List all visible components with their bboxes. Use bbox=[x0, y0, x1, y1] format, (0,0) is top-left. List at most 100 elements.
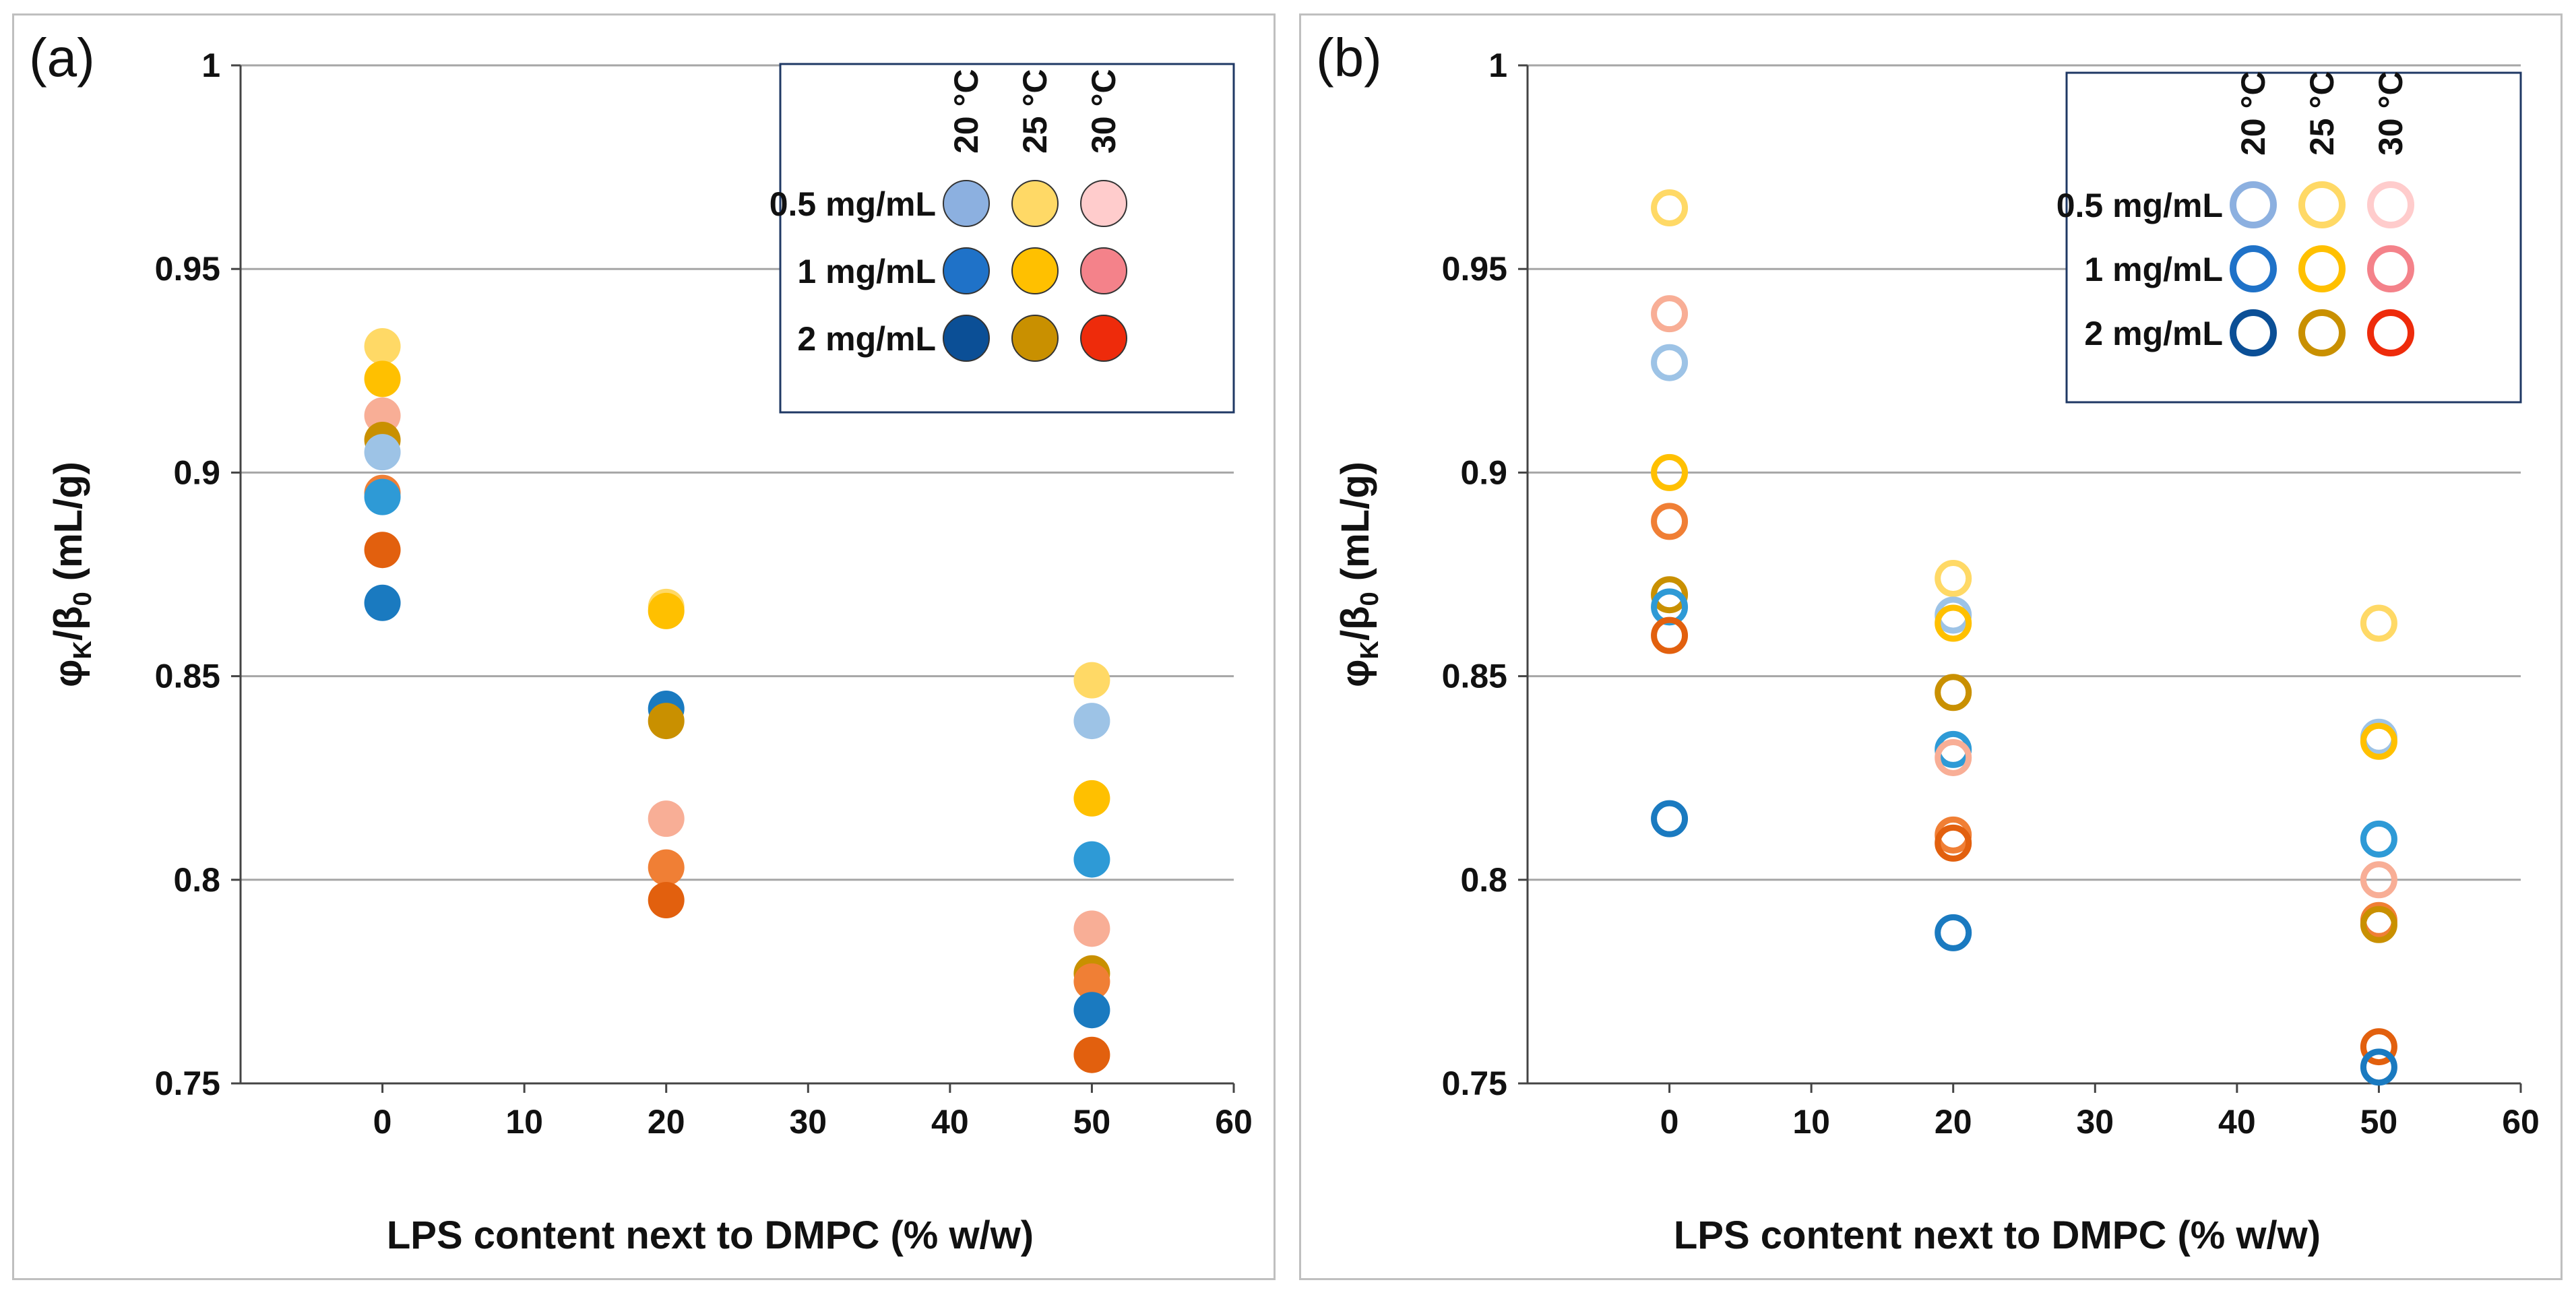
y-axis-title-part: φ bbox=[1333, 659, 1377, 687]
data-point bbox=[2360, 1048, 2397, 1086]
legend-column-header: 20 °C bbox=[947, 69, 985, 154]
legend-marker bbox=[943, 180, 990, 227]
x-tick-label: 20 bbox=[648, 1103, 685, 1141]
data-point bbox=[1073, 992, 1110, 1029]
y-axis-title-part: K bbox=[69, 640, 97, 659]
legend-marker bbox=[1080, 315, 1127, 362]
data-point bbox=[364, 434, 401, 471]
data-point bbox=[1651, 576, 1689, 614]
x-tick-label: 30 bbox=[789, 1103, 827, 1141]
data-point bbox=[1651, 616, 1689, 654]
panel-label: (a) bbox=[29, 28, 95, 88]
legend-marker bbox=[1080, 247, 1127, 294]
legend-marker bbox=[1011, 180, 1059, 227]
y-axis-title-part: K bbox=[1356, 640, 1384, 659]
legend-column-header: 20 °C bbox=[2234, 71, 2272, 156]
y-axis-title-part: 0 bbox=[69, 592, 97, 606]
data-point bbox=[1073, 703, 1110, 740]
chart-panel-b: 0.75 0.8 0.85 0.9 0.95 1 0 10 20 30 40 50 60 LPS cont… bbox=[1299, 13, 2563, 1280]
legend-marker bbox=[2298, 309, 2346, 356]
data-point bbox=[1935, 674, 1972, 711]
legend-row-label: 1 mg/mL bbox=[797, 253, 936, 290]
data-point bbox=[1073, 963, 1110, 1000]
legend-marker bbox=[943, 247, 990, 294]
y-axis-title-part: (mL/g) bbox=[1333, 462, 1377, 592]
legend-marker bbox=[2367, 181, 2414, 228]
y-axis-title-part: /β bbox=[46, 606, 90, 641]
legend-marker bbox=[1080, 180, 1127, 227]
y-tick-label: 1 bbox=[1488, 46, 1507, 84]
data-point bbox=[1651, 344, 1689, 381]
data-point bbox=[1073, 662, 1110, 699]
x-tick-label: 30 bbox=[2076, 1103, 2114, 1141]
legend-column-header: 25 °C bbox=[2303, 71, 2341, 156]
legend-marker bbox=[2230, 309, 2277, 356]
x-tick-label: 50 bbox=[1073, 1103, 1111, 1141]
data-point bbox=[648, 800, 685, 837]
data-point bbox=[648, 849, 685, 886]
x-tick-label: 40 bbox=[2218, 1103, 2256, 1141]
y-tick-label: 0.75 bbox=[1442, 1065, 1507, 1102]
data-point bbox=[1651, 453, 1689, 491]
x-tick-label: 0 bbox=[1660, 1103, 1679, 1141]
legend-row-label: 0.5 mg/mL bbox=[769, 185, 936, 223]
legend-row-label: 0.5 mg/mL bbox=[2056, 187, 2223, 224]
y-tick-label: 0.8 bbox=[1460, 861, 1507, 899]
data-point bbox=[364, 328, 401, 365]
data-point bbox=[2360, 906, 2397, 943]
legend-frame bbox=[2065, 71, 2522, 404]
x-tick-label: 50 bbox=[2360, 1103, 2398, 1141]
data-point bbox=[1651, 503, 1689, 540]
legend-marker bbox=[2298, 245, 2346, 292]
y-tick-label: 0.85 bbox=[155, 658, 220, 695]
data-point bbox=[364, 478, 401, 515]
x-tick-label: 20 bbox=[1935, 1103, 1972, 1141]
legend-frame bbox=[779, 63, 1235, 414]
x-tick-label: 10 bbox=[505, 1103, 543, 1141]
legend-row-label: 2 mg/mL bbox=[2084, 315, 2223, 352]
data-point bbox=[2360, 1028, 2397, 1066]
legend-marker bbox=[2367, 309, 2414, 356]
y-tick-label: 0.9 bbox=[1460, 453, 1507, 491]
legend-marker bbox=[2230, 245, 2277, 292]
legend-row-label: 2 mg/mL bbox=[797, 320, 936, 358]
data-point bbox=[1935, 738, 1972, 776]
x-tick-label: 60 bbox=[2502, 1103, 2540, 1141]
data-point bbox=[1935, 824, 1972, 862]
legend-marker bbox=[1011, 247, 1059, 294]
data-point bbox=[1651, 295, 1689, 333]
data-point bbox=[2360, 820, 2397, 858]
panel-label: (b) bbox=[1316, 28, 1382, 88]
data-point bbox=[364, 584, 401, 621]
y-axis-title: φK/β0 (mL/g) bbox=[1333, 462, 1384, 687]
legend-row-label: 1 mg/mL bbox=[2084, 251, 2223, 288]
legend: 20 °C 25 °C 30 °C 0.5 mg/mL 1 mg/mL 2 mg/mL bbox=[2056, 71, 2522, 404]
y-axis-title-part: /β bbox=[1333, 606, 1377, 641]
data-point bbox=[1073, 1036, 1110, 1073]
legend-marker bbox=[1011, 315, 1059, 362]
data-point bbox=[1073, 780, 1110, 817]
x-tick-label: 0 bbox=[373, 1103, 392, 1141]
data-point bbox=[648, 882, 685, 919]
data-point bbox=[648, 703, 685, 740]
data-point bbox=[1651, 189, 1689, 227]
data-point bbox=[2360, 604, 2397, 642]
x-axis-title: LPS content next to DMPC (% w/w) bbox=[387, 1213, 1034, 1257]
legend-marker bbox=[2367, 245, 2414, 292]
x-tick-label: 60 bbox=[1215, 1103, 1253, 1141]
data-point bbox=[1935, 560, 1972, 598]
data-point bbox=[2360, 861, 2397, 899]
y-axis-title-part: (mL/g) bbox=[46, 462, 90, 592]
data-point bbox=[1073, 910, 1110, 947]
chart-panel-a: 0.75 0.8 0.85 0.9 0.95 1 0 10 20 30 40 50 60 LPS cont… bbox=[12, 13, 1276, 1280]
legend: 20 °C 25 °C 30 °C 0.5 mg/mL 1 mg/mL 2 mg/mL bbox=[769, 63, 1235, 414]
x-tick-label: 10 bbox=[1792, 1103, 1830, 1141]
data-point bbox=[1935, 604, 1972, 642]
y-tick-label: 0.8 bbox=[173, 861, 220, 899]
y-tick-label: 0.75 bbox=[155, 1065, 220, 1102]
y-tick-label: 0.95 bbox=[1442, 250, 1507, 288]
y-tick-label: 0.9 bbox=[173, 453, 220, 491]
y-tick-label: 0.95 bbox=[155, 250, 220, 288]
